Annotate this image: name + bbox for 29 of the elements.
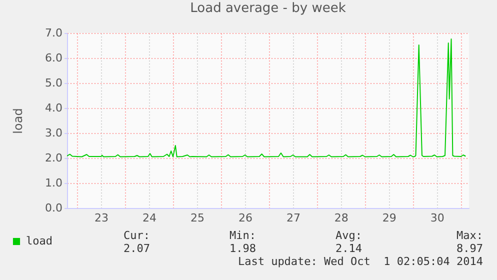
y-tick-label: 5.0 [45, 76, 62, 90]
text: 2.14 [336, 242, 362, 255]
x-tick-label: 26 [238, 212, 252, 224]
text: 1.98 [230, 242, 256, 255]
y-tick-label: 3.0 [45, 126, 62, 140]
x-tick-label: 25 [190, 212, 204, 224]
chart-title: Load average - by week [190, 1, 346, 16]
x-tick-label: 30 [430, 212, 444, 224]
y-tick-label: 7.0 [45, 26, 62, 40]
y-tick-label: 4.0 [45, 102, 62, 114]
x-tick-label: 27 [286, 212, 300, 224]
x-tick-label: 23 [94, 212, 109, 224]
x-tick-label: 29 [382, 212, 396, 224]
text: Min: [230, 229, 256, 242]
y-tick-label: 6.0 [45, 52, 62, 64]
text: Cur: [124, 229, 150, 242]
legend-label: load [26, 234, 52, 248]
y-tick-label: 0.0 [45, 202, 62, 214]
text: 2.07 [124, 242, 150, 255]
line-series [67, 38, 466, 158]
x-tick-label: 28 [334, 212, 348, 224]
x-tick-label: 24 [142, 212, 157, 224]
y-tick-label: 1.0 [45, 176, 62, 190]
y-axis-title: load [11, 108, 26, 134]
text: Max: [456, 229, 483, 242]
text: Last update: Wed Oct 1 02:05:04 2014 [238, 255, 483, 268]
y-tick-label: 2.0 [45, 152, 62, 164]
text: 8.97 [456, 242, 483, 255]
text: Avg: [336, 229, 362, 242]
